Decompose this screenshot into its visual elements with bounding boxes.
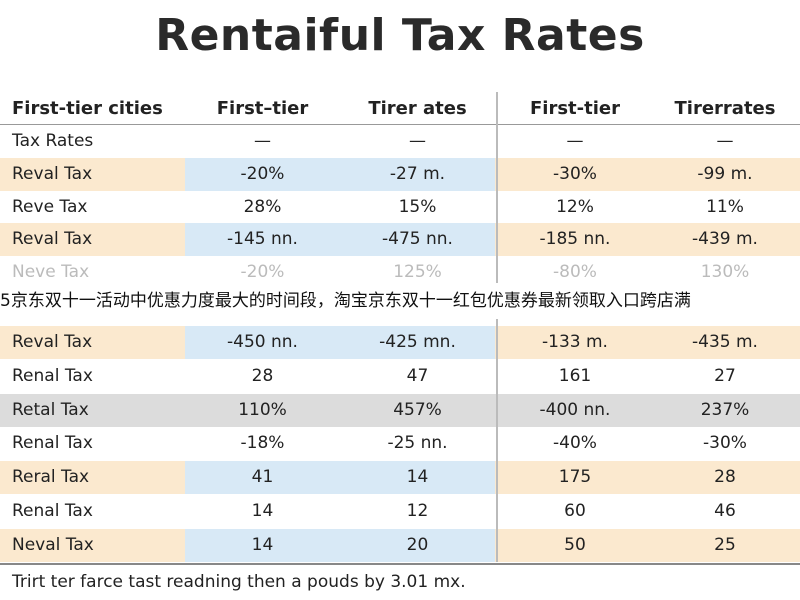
table-cell: 20 xyxy=(340,528,495,562)
table-cell: 12% xyxy=(556,196,594,217)
table-cell: -30% xyxy=(703,433,747,454)
table-cell: -133 m. xyxy=(542,332,608,352)
overlay-banner: 5京东双十一活动中优惠力度最大的时间段，淘宝京东双十一红包优惠券最新领取入口跨店… xyxy=(0,283,800,319)
table-row: Renal Tax 28 47 161 27 xyxy=(0,360,800,393)
header-cell: Tirerrates xyxy=(674,98,776,119)
table-cell: 47 xyxy=(406,365,429,386)
table-cell: -40% xyxy=(553,433,597,454)
table-cell: 28% xyxy=(243,196,282,217)
table-cell: Reval Tax xyxy=(12,163,93,184)
table-cell: 60 xyxy=(564,501,586,521)
table-cell: -80% xyxy=(553,262,597,283)
table-cell: Renal Tax xyxy=(12,433,93,454)
table-row: Neve Tax -20% 125% -80% 130% xyxy=(0,256,800,289)
table-cell: 110% xyxy=(238,399,287,420)
table-row: Reval Tax -20% -27 m. -30% -99 m. xyxy=(0,157,800,191)
table-cell: Neval Tax xyxy=(12,534,94,555)
header-cell: First-tier xyxy=(530,98,620,119)
table-cell: Neve Tax xyxy=(12,262,90,283)
table-row: Reral Tax 41 14 175 28 xyxy=(0,461,800,495)
table-row: Renal Tax -18% -25 nn. -40% -30% xyxy=(0,427,800,460)
table-cell: — xyxy=(254,131,271,151)
table-cell: Reval Tax xyxy=(12,229,93,250)
table-cell: -99 m. xyxy=(697,163,753,184)
table-cell: -400 nn. xyxy=(539,399,611,420)
table-cell: 25 xyxy=(714,534,736,555)
table-row: Reval Tax -450 nn. -425 mn. -133 m. -435 m. xyxy=(0,326,800,359)
table-cell: 14 xyxy=(185,528,340,562)
table-cell: 12 xyxy=(406,501,429,521)
table-cell: 11% xyxy=(706,196,744,217)
table-cell: -20% xyxy=(240,262,285,283)
column-divider xyxy=(496,92,498,562)
table-cell: 14 xyxy=(340,461,495,495)
header-cell: First–tier xyxy=(216,98,309,119)
table-row: Retal Tax 110% 457% -400 nn. 237% xyxy=(0,393,800,427)
table-cell: -439 m. xyxy=(692,229,758,250)
table-cell: — xyxy=(409,131,426,151)
table-cell: 27 xyxy=(714,365,736,386)
table-cell: 161 xyxy=(558,365,592,386)
table-cell: -450 nn. xyxy=(185,326,340,359)
table-cell: Tax Rates xyxy=(12,131,94,151)
table-cell: 50 xyxy=(564,534,586,555)
table-cell: Renal Tax xyxy=(12,501,93,521)
table-cell: -475 nn. xyxy=(340,223,495,257)
table-cell: — xyxy=(716,131,734,151)
header-cell: Tirer ates xyxy=(368,98,467,119)
table-cell: -145 nn. xyxy=(185,223,340,257)
table-cell: 175 xyxy=(558,467,592,488)
table-cell: Reval Tax xyxy=(12,332,93,352)
footnote: Trirt ter farce tast readning then a pou… xyxy=(12,572,466,592)
table-cell: -185 nn. xyxy=(539,229,611,250)
table-cell: -30% xyxy=(553,163,597,184)
table-cell: -18% xyxy=(240,433,285,454)
table-row: Renal Tax 14 12 60 46 xyxy=(0,495,800,528)
table-cell: Reve Tax xyxy=(12,196,88,217)
table-cell: -20% xyxy=(185,157,340,191)
table-row: Tax Rates — — — — xyxy=(0,125,800,158)
table-cell: Renal Tax xyxy=(12,365,93,386)
table-cell: 457% xyxy=(393,399,442,420)
table-cell: 28 xyxy=(251,365,274,386)
table-row: Reval Tax -145 nn. -475 nn. -185 nn. -439 m. xyxy=(0,223,800,257)
header-cell: First-tier cities xyxy=(12,98,163,119)
table-cell: -27 m. xyxy=(340,157,495,191)
header-rule xyxy=(0,124,800,125)
title: Rentaiful Tax Rates xyxy=(155,10,645,61)
bottom-rule xyxy=(0,563,800,565)
table-row: Reve Tax 28% 15% 12% 11% xyxy=(0,191,800,224)
table-cell: 130% xyxy=(700,262,750,283)
table-cell: Retal Tax xyxy=(12,399,89,420)
table-cell: 125% xyxy=(393,262,442,283)
header-row: First-tier cities First–tier Tirer ates Fir… xyxy=(0,92,800,125)
table-cell: 46 xyxy=(714,501,736,521)
table-cell: -425 mn. xyxy=(340,326,495,359)
table-cell: 41 xyxy=(185,461,340,495)
table-row: Neval Tax 14 20 50 25 xyxy=(0,528,800,562)
table-cell: -435 m. xyxy=(692,332,758,352)
table-cell: Reral Tax xyxy=(12,467,90,488)
table-cell: 237% xyxy=(700,399,750,420)
table-cell: — xyxy=(566,131,584,151)
table-cell: 28 xyxy=(714,467,736,488)
table-cell: 15% xyxy=(398,196,437,217)
table-cell: 14 xyxy=(251,501,274,521)
table-cell: -25 nn. xyxy=(387,433,448,454)
